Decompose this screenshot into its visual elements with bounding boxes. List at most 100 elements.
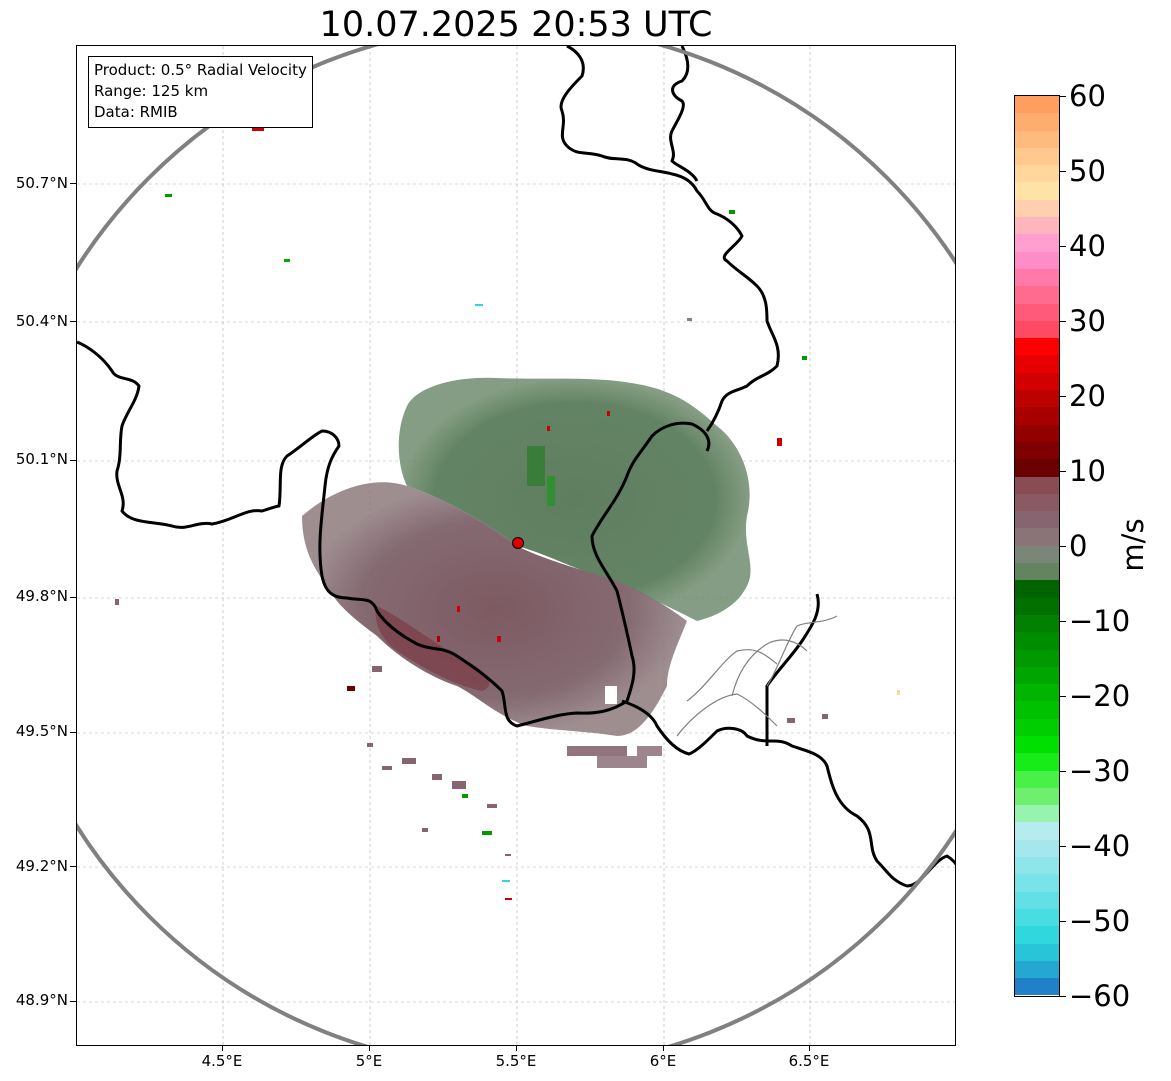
colorbar-label-minus-50: −50 — [1069, 904, 1131, 938]
colorbar-segment — [1015, 857, 1059, 875]
colorbar-tick — [1060, 546, 1066, 547]
colorbar-segment — [1015, 268, 1059, 287]
colorbar-segment — [1015, 493, 1059, 512]
colorbar-segment — [1015, 424, 1059, 442]
colorbar-segment — [1015, 978, 1059, 996]
lon-label-4-5: 4.5°E — [201, 1052, 243, 1070]
colorbar-segment — [1015, 597, 1059, 615]
colorbar-label-10: 10 — [1069, 454, 1106, 488]
range-text: Range: 125 km — [94, 82, 209, 100]
colorbar-tick — [1060, 696, 1066, 697]
colorbar-label-20: 20 — [1069, 379, 1106, 413]
colorbar-segment — [1015, 96, 1059, 114]
colorbar-segment — [1015, 580, 1059, 598]
colorbar-tick — [1060, 171, 1066, 172]
colorbar-segment — [1015, 407, 1059, 425]
colorbar-label-minus-40: −40 — [1069, 829, 1131, 863]
lon-tick — [369, 1046, 370, 1051]
colorbar-tick — [1060, 846, 1066, 847]
colorbar-segment — [1015, 563, 1059, 581]
colorbar-segment — [1015, 718, 1059, 736]
lon-label-5: 5°E — [355, 1052, 383, 1070]
colorbar-segment — [1015, 960, 1059, 979]
colorbar-segment — [1015, 822, 1059, 840]
colorbar-label-minus-20: −20 — [1069, 679, 1131, 713]
colorbar-segment — [1015, 926, 1059, 944]
colorbar-segment — [1015, 372, 1059, 391]
colorbar-label-minus-10: −10 — [1069, 604, 1131, 638]
colorbar — [1014, 95, 1060, 997]
admin-boundaries — [676, 615, 838, 737]
colorbar-segment — [1015, 441, 1059, 460]
colorbar-segment — [1015, 130, 1059, 148]
lon-label-6-5: 6.5°E — [788, 1052, 830, 1070]
colorbar-segment — [1015, 805, 1059, 823]
lat-tick — [70, 597, 76, 598]
product-info-box: Product: 0.5° Radial Velocity Range: 125… — [88, 56, 313, 128]
colorbar-label-minus-30: −30 — [1069, 754, 1131, 788]
colorbar-tick — [1060, 996, 1066, 997]
lon-tick — [809, 1046, 810, 1051]
colorbar-segment — [1015, 701, 1059, 719]
colorbar-segment — [1015, 147, 1059, 166]
colorbar-label-50: 50 — [1069, 154, 1106, 188]
colorbar-tick — [1060, 771, 1066, 772]
colorbar-segment — [1015, 303, 1059, 321]
colorbar-segment — [1015, 684, 1059, 702]
colorbar-segment — [1015, 614, 1059, 633]
lat-label-49-2: 49.2°N — [15, 857, 68, 875]
colorbar-label-0: 0 — [1069, 529, 1088, 563]
colorbar-segment — [1015, 839, 1059, 858]
outbound-echo-region — [302, 482, 687, 736]
colorbar-tick — [1060, 471, 1066, 472]
colorbar-segment — [1015, 874, 1059, 892]
colorbar-segment — [1015, 545, 1059, 564]
colorbar-segment — [1015, 286, 1059, 304]
lon-tick — [663, 1046, 664, 1051]
data-source-text: Data: RMIB — [94, 103, 178, 121]
colorbar-segment — [1015, 908, 1059, 927]
colorbar-segment — [1015, 251, 1059, 269]
colorbar-segment — [1015, 390, 1059, 408]
colorbar-label-60: 60 — [1069, 79, 1106, 113]
colorbar-segment — [1015, 234, 1059, 252]
product-text: Product: 0.5° Radial Velocity — [94, 61, 307, 79]
colorbar-segment — [1015, 770, 1059, 788]
colorbar-segment — [1015, 338, 1059, 356]
lat-label-50-4: 50.4°N — [15, 312, 68, 330]
colorbar-segment — [1015, 753, 1059, 771]
lat-tick — [70, 732, 76, 733]
colorbar-tick — [1060, 321, 1066, 322]
lat-tick — [70, 1001, 76, 1002]
colorbar-unit-label: m/s — [1116, 518, 1150, 572]
lat-tick — [70, 321, 76, 322]
colorbar-segment — [1015, 320, 1059, 339]
lat-label-50-7: 50.7°N — [15, 174, 68, 192]
colorbar-segment — [1015, 182, 1059, 200]
colorbar-segment — [1015, 528, 1059, 546]
lat-label-49-5: 49.5°N — [15, 722, 68, 740]
colorbar-segment — [1015, 459, 1059, 477]
lat-tick — [70, 183, 76, 184]
colorbar-segment — [1015, 649, 1059, 667]
colorbar-segment — [1015, 199, 1059, 218]
radar-map — [76, 45, 956, 1046]
colorbar-label-minus-60: −60 — [1069, 979, 1131, 1013]
colorbar-segment — [1015, 355, 1059, 373]
lat-tick — [70, 866, 76, 867]
lon-tick — [222, 1046, 223, 1051]
colorbar-segment — [1015, 165, 1059, 183]
colorbar-segment — [1015, 891, 1059, 909]
colorbar-label-40: 40 — [1069, 229, 1106, 263]
colorbar-segment — [1015, 632, 1059, 650]
lat-label-49-8: 49.8°N — [15, 587, 68, 605]
lon-label-5-5: 5.5°E — [495, 1052, 537, 1070]
lat-tick — [70, 460, 76, 461]
colorbar-segment — [1015, 113, 1059, 131]
colorbar-segment — [1015, 787, 1059, 806]
colorbar-segment — [1015, 735, 1059, 754]
colorbar-segment — [1015, 511, 1059, 529]
colorbar-tick — [1060, 246, 1066, 247]
radar-site-marker — [512, 537, 524, 549]
map-title: 10.07.2025 20:53 UTC — [319, 5, 713, 45]
